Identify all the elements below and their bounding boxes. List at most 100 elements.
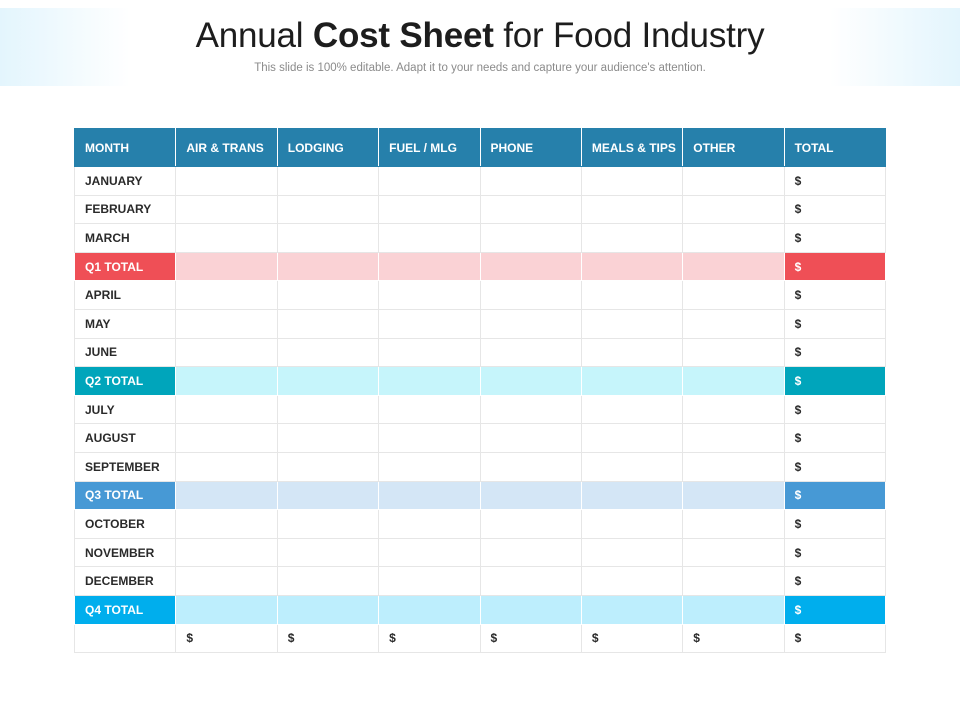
value-cell[interactable]	[580, 337, 684, 368]
value-cell[interactable]	[682, 423, 785, 453]
row-total-cell[interactable]: $	[783, 366, 887, 396]
value-cell[interactable]	[580, 366, 684, 396]
value-cell[interactable]	[175, 308, 278, 339]
value-cell[interactable]	[378, 223, 481, 253]
value-cell[interactable]	[580, 223, 684, 253]
row-total-cell[interactable]: $	[783, 537, 887, 568]
value-cell[interactable]	[175, 423, 278, 453]
value-cell[interactable]	[276, 480, 380, 511]
value-cell[interactable]	[276, 280, 380, 310]
value-cell[interactable]	[479, 509, 582, 539]
value-cell[interactable]	[276, 566, 380, 596]
row-total-cell[interactable]: $	[783, 423, 887, 453]
value-cell[interactable]	[276, 537, 380, 568]
row-total-cell[interactable]: $	[783, 451, 887, 482]
value-cell[interactable]	[276, 308, 380, 339]
value-cell[interactable]	[378, 366, 481, 396]
value-cell[interactable]	[580, 194, 684, 225]
value-cell[interactable]	[378, 480, 481, 511]
value-cell[interactable]	[378, 566, 481, 596]
value-cell[interactable]	[479, 594, 582, 625]
value-cell[interactable]	[276, 251, 380, 282]
value-cell[interactable]	[682, 594, 785, 625]
value-cell[interactable]	[175, 509, 278, 539]
value-cell[interactable]	[682, 308, 785, 339]
value-cell[interactable]	[580, 537, 684, 568]
value-cell[interactable]	[479, 566, 582, 596]
value-cell[interactable]	[479, 194, 582, 225]
column-total-cell[interactable]: $	[682, 623, 785, 654]
value-cell[interactable]	[378, 194, 481, 225]
value-cell[interactable]	[175, 166, 278, 196]
value-cell[interactable]	[580, 394, 684, 425]
value-cell[interactable]	[682, 537, 785, 568]
value-cell[interactable]	[580, 451, 684, 482]
value-cell[interactable]	[378, 423, 481, 453]
value-cell[interactable]	[276, 594, 380, 625]
value-cell[interactable]	[175, 594, 278, 625]
row-total-cell[interactable]: $	[783, 394, 887, 425]
value-cell[interactable]	[479, 451, 582, 482]
value-cell[interactable]	[479, 423, 582, 453]
value-cell[interactable]	[479, 366, 582, 396]
value-cell[interactable]	[175, 451, 278, 482]
value-cell[interactable]	[682, 166, 785, 196]
value-cell[interactable]	[682, 280, 785, 310]
column-total-cell[interactable]: $	[783, 623, 887, 654]
value-cell[interactable]	[580, 166, 684, 196]
value-cell[interactable]	[479, 280, 582, 310]
value-cell[interactable]	[175, 480, 278, 511]
value-cell[interactable]	[479, 308, 582, 339]
value-cell[interactable]	[682, 480, 785, 511]
column-total-cell[interactable]: $	[479, 623, 582, 654]
value-cell[interactable]	[175, 194, 278, 225]
value-cell[interactable]	[276, 337, 380, 368]
value-cell[interactable]	[276, 509, 380, 539]
row-total-cell[interactable]: $	[783, 194, 887, 225]
row-total-cell[interactable]: $	[783, 223, 887, 253]
value-cell[interactable]	[175, 394, 278, 425]
value-cell[interactable]	[378, 251, 481, 282]
value-cell[interactable]	[479, 394, 582, 425]
value-cell[interactable]	[276, 451, 380, 482]
value-cell[interactable]	[378, 394, 481, 425]
value-cell[interactable]	[175, 537, 278, 568]
row-total-cell[interactable]: $	[783, 251, 887, 282]
row-total-cell[interactable]: $	[783, 280, 887, 310]
value-cell[interactable]	[682, 251, 785, 282]
value-cell[interactable]	[580, 308, 684, 339]
value-cell[interactable]	[175, 223, 278, 253]
value-cell[interactable]	[378, 537, 481, 568]
value-cell[interactable]	[276, 366, 380, 396]
value-cell[interactable]	[682, 366, 785, 396]
column-total-cell[interactable]: $	[580, 623, 684, 654]
value-cell[interactable]	[682, 451, 785, 482]
value-cell[interactable]	[378, 451, 481, 482]
value-cell[interactable]	[580, 594, 684, 625]
value-cell[interactable]	[175, 337, 278, 368]
value-cell[interactable]	[479, 251, 582, 282]
column-total-cell[interactable]: $	[175, 623, 278, 654]
value-cell[interactable]	[276, 423, 380, 453]
value-cell[interactable]	[479, 480, 582, 511]
value-cell[interactable]	[276, 194, 380, 225]
column-total-cell[interactable]: $	[378, 623, 481, 654]
value-cell[interactable]	[682, 194, 785, 225]
value-cell[interactable]	[175, 566, 278, 596]
value-cell[interactable]	[378, 280, 481, 310]
value-cell[interactable]	[378, 594, 481, 625]
row-total-cell[interactable]: $	[783, 480, 887, 511]
value-cell[interactable]	[378, 308, 481, 339]
value-cell[interactable]	[580, 566, 684, 596]
value-cell[interactable]	[682, 337, 785, 368]
value-cell[interactable]	[479, 537, 582, 568]
row-total-cell[interactable]: $	[783, 509, 887, 539]
value-cell[interactable]	[580, 423, 684, 453]
row-total-cell[interactable]: $	[783, 337, 887, 368]
value-cell[interactable]	[378, 509, 481, 539]
value-cell[interactable]	[175, 280, 278, 310]
column-total-cell[interactable]: $	[276, 623, 380, 654]
value-cell[interactable]	[175, 366, 278, 396]
value-cell[interactable]	[580, 480, 684, 511]
value-cell[interactable]	[175, 251, 278, 282]
